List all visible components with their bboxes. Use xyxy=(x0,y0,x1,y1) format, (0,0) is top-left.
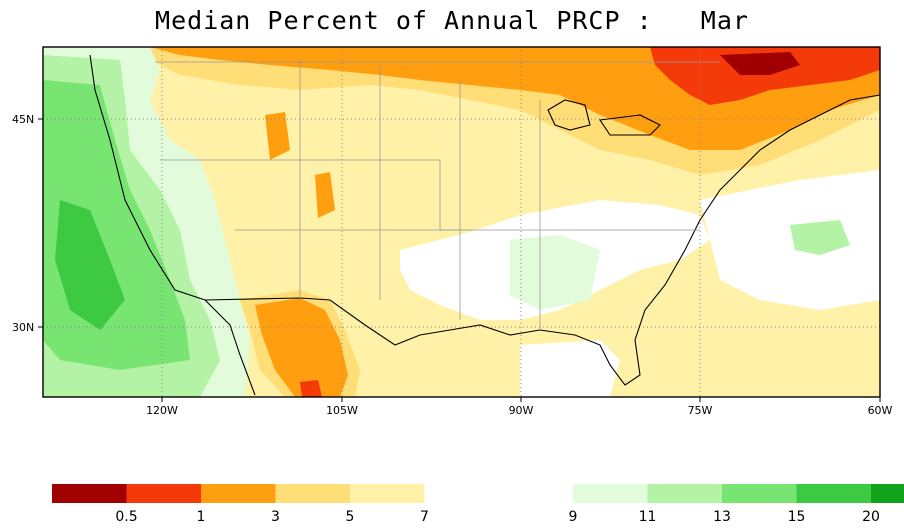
legend-swatch xyxy=(126,484,201,503)
legend-label: 0.5 xyxy=(115,509,137,525)
legend-label: 13 xyxy=(713,509,731,525)
legend-swatch xyxy=(350,484,425,503)
legend-swatch xyxy=(275,484,350,503)
lat-label-45n: 45N xyxy=(12,113,34,126)
lon-label-60w: 60W xyxy=(868,404,893,417)
legend-label: 20 xyxy=(862,509,880,525)
legend-label: 15 xyxy=(788,509,806,525)
legend-label: 1 xyxy=(197,509,206,525)
legend-swatch xyxy=(201,484,276,503)
legend-label: 7 xyxy=(420,509,429,525)
lon-label-120w: 120W xyxy=(146,404,178,417)
color-legend: 0.5 1 3 5 7 9 11 13 15 20 xyxy=(52,484,904,525)
legend-swatch xyxy=(796,484,871,503)
lon-label-90w: 90W xyxy=(509,404,534,417)
legend-swatch xyxy=(647,484,722,503)
lon-label-105w: 105W xyxy=(326,404,358,417)
legend-swatch xyxy=(871,484,904,503)
legend-swatch xyxy=(573,484,648,503)
coastlines xyxy=(89,54,881,396)
map-frame xyxy=(42,46,881,398)
legend-label: 9 xyxy=(569,509,578,525)
lon-label-75w: 75W xyxy=(688,404,713,417)
legend-label: 3 xyxy=(271,509,280,525)
legend-label: 5 xyxy=(346,509,355,525)
legend-label: 11 xyxy=(639,509,657,525)
page-title: Median Percent of Annual PRCP : Mar xyxy=(155,6,749,35)
state-borders xyxy=(155,60,720,330)
legend-swatch xyxy=(52,484,127,503)
tick-marks xyxy=(38,118,881,402)
lat-label-30n: 30N xyxy=(12,321,34,334)
legend-swatch xyxy=(722,484,797,503)
legend-swatch xyxy=(424,484,499,503)
map-fill-layer xyxy=(43,47,880,397)
